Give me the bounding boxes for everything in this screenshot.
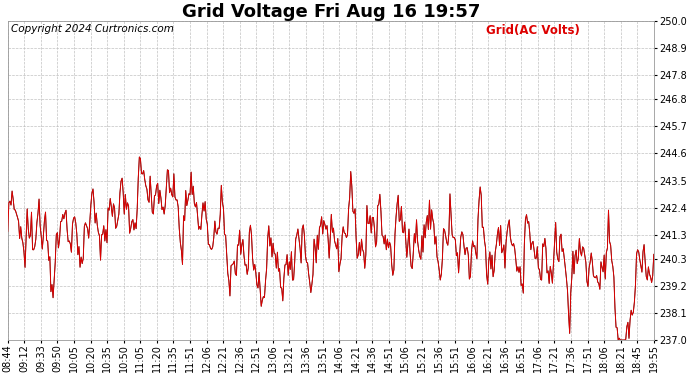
Title: Grid Voltage Fri Aug 16 19:57: Grid Voltage Fri Aug 16 19:57	[181, 3, 480, 21]
Text: Copyright 2024 Curtronics.com: Copyright 2024 Curtronics.com	[11, 24, 174, 34]
Text: Grid(AC Volts): Grid(AC Volts)	[486, 24, 580, 37]
